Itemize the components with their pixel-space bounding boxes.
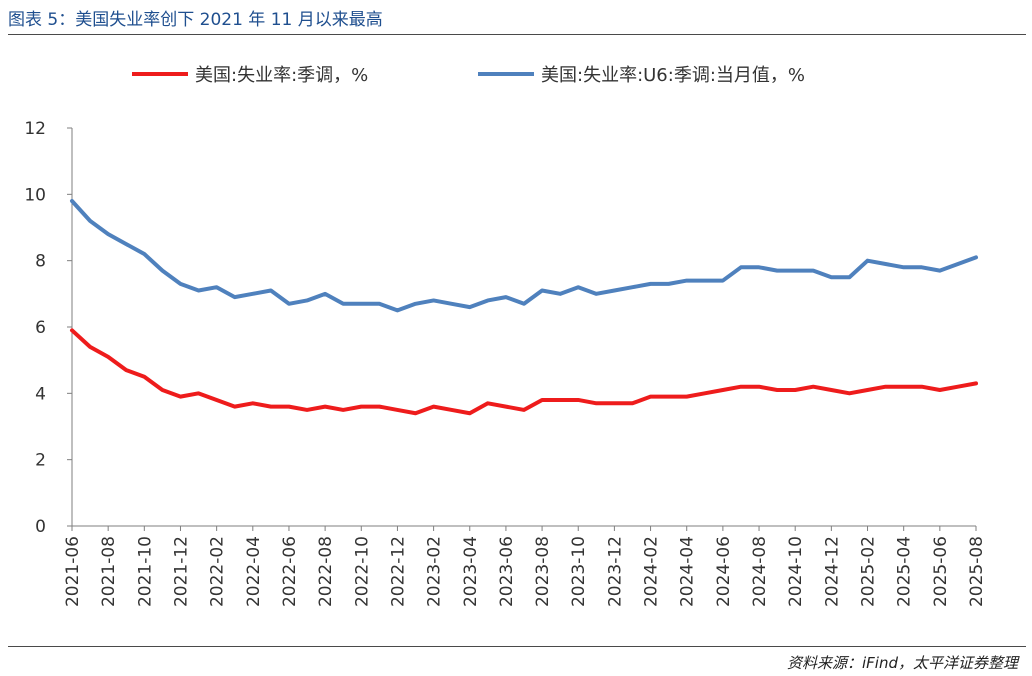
x-tick-label: 2023-06 bbox=[497, 536, 517, 607]
x-tick-label: 2023-04 bbox=[461, 536, 481, 607]
axes: 0 2 4 6 8 10 12 2021-06 2021-08 2021-10 2021-12 202… bbox=[24, 119, 987, 607]
x-tick-label: 2022-02 bbox=[208, 536, 228, 607]
y-tick-label: 6 bbox=[35, 318, 46, 338]
x-tick-label: 2022-06 bbox=[280, 536, 300, 607]
legend-label-red: 美国:失业率:季调，% bbox=[195, 65, 368, 86]
u6-rate-line bbox=[70, 198, 978, 313]
x-tick-label: 2024-10 bbox=[786, 536, 806, 607]
unemployment-line-chart: 美国:失业率:季调，% 美国:失业率:U6:季调:当月值，% 0 2 4 6 8 10 12… bbox=[24, 65, 987, 607]
series-lines bbox=[70, 198, 978, 416]
x-tick-label: 2021-08 bbox=[99, 536, 119, 607]
x-tick-label: 2022-08 bbox=[316, 536, 336, 607]
x-tick-label: 2024-04 bbox=[678, 536, 698, 607]
bottom-rule bbox=[8, 646, 1026, 647]
legend: 美国:失业率:季调，% 美国:失业率:U6:季调:当月值，% bbox=[132, 65, 805, 86]
y-tick-label: 10 bbox=[24, 185, 46, 205]
y-tick-label: 4 bbox=[35, 384, 46, 404]
x-tick-label: 2025-08 bbox=[967, 536, 987, 607]
source-note: 资料来源：iFind，太平洋证券整理 bbox=[787, 654, 1018, 672]
x-tick-label: 2022-10 bbox=[352, 536, 372, 607]
x-tick-label: 2023-08 bbox=[533, 536, 553, 607]
x-tick-label: 2023-10 bbox=[569, 536, 589, 607]
x-tick-label: 2025-06 bbox=[931, 536, 951, 607]
unemployment-rate-line bbox=[70, 328, 978, 416]
top-rule bbox=[8, 34, 1026, 35]
x-tick-label: 2025-02 bbox=[859, 536, 879, 607]
x-tick-label: 2021-12 bbox=[171, 536, 191, 607]
x-tick-label: 2024-08 bbox=[750, 536, 770, 607]
x-tick-label: 2023-12 bbox=[605, 536, 625, 607]
x-tick-label: 2025-04 bbox=[895, 536, 915, 607]
y-tick-label: 8 bbox=[35, 252, 46, 272]
y-tick-label: 0 bbox=[35, 517, 46, 537]
x-tick-label: 2021-10 bbox=[135, 536, 155, 607]
x-tick-label: 2022-04 bbox=[244, 536, 264, 607]
legend-label-blue: 美国:失业率:U6:季调:当月值，% bbox=[541, 65, 805, 86]
x-tick-label: 2024-12 bbox=[822, 536, 842, 607]
x-tick-label: 2021-06 bbox=[63, 536, 83, 607]
x-tick-label: 2022-12 bbox=[388, 536, 408, 607]
y-tick-label: 2 bbox=[35, 451, 46, 471]
x-tick-label: 2024-06 bbox=[714, 536, 734, 607]
x-tick-label: 2023-02 bbox=[425, 536, 445, 607]
x-tick-label: 2024-02 bbox=[642, 536, 662, 607]
figure-title: 图表 5：美国失业率创下 2021 年 11 月以来最高 bbox=[8, 10, 383, 30]
y-tick-label: 12 bbox=[24, 119, 46, 139]
